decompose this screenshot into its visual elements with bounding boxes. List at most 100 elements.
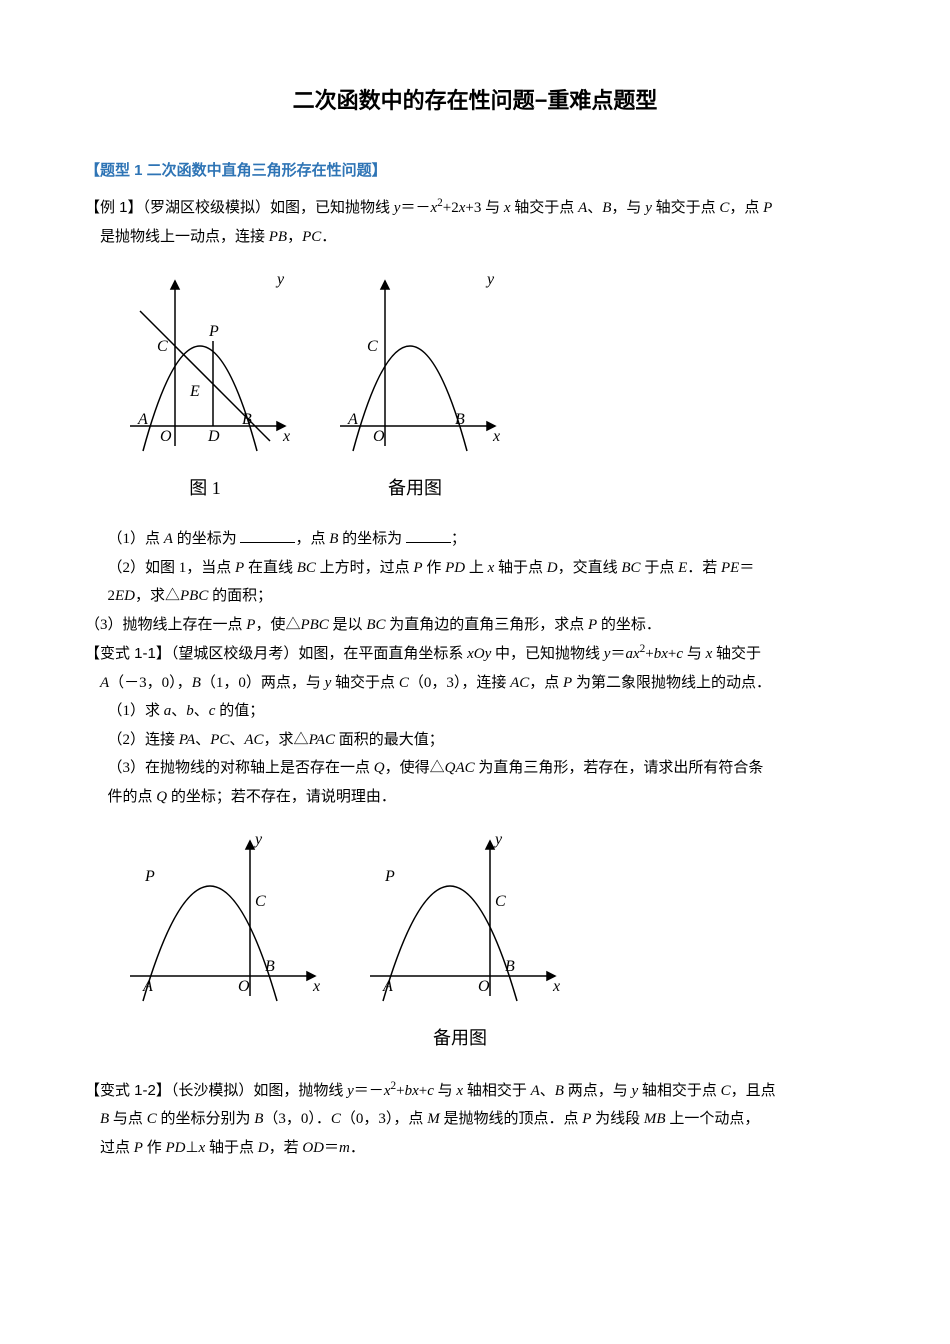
- ex1-q2-P2: P: [413, 560, 422, 576]
- ex1-q3-pre: （3）抛物线上存在一点: [85, 617, 246, 633]
- v11-p3: +: [645, 646, 653, 662]
- v12-l3p2: 作: [143, 1140, 166, 1156]
- v11-P: P: [563, 675, 572, 691]
- svg-text:A: A: [347, 411, 358, 428]
- ex1-q1-B: B: [329, 531, 338, 547]
- v12-bx: bx: [405, 1083, 419, 1099]
- v11-C: C: [399, 675, 409, 691]
- ex1-C: C: [719, 200, 729, 216]
- ex1-q2-p2: 上方时，过点: [316, 560, 414, 576]
- v11-q1-p1: 、: [171, 703, 186, 719]
- figure-row-1: y x O A B C P E D 图 1 y x: [115, 266, 865, 505]
- v11-q3l2-p1: 件的点: [108, 789, 157, 805]
- ex1-P: P: [763, 200, 772, 216]
- v11-q3: （3）在抛物线的对称轴上是否存在一点 Q，使得△QAC 为直角三角形，若存在，请…: [108, 754, 866, 783]
- ex1-q1-m2: ，点: [295, 531, 329, 547]
- v11-q2-pre: （2）连接: [108, 732, 179, 748]
- v11-l2p6: 为第二象限抛物线上的动点．: [572, 675, 771, 691]
- v12-l2p1: 与点: [109, 1111, 147, 1127]
- v11-q3-pre: （3）在抛物线的对称轴上是否存在一点: [108, 760, 374, 776]
- v12-l2-MB: MB: [644, 1111, 666, 1127]
- svg-text:C: C: [495, 893, 506, 910]
- svg-text:P: P: [208, 323, 219, 340]
- svg-text:C: C: [157, 338, 168, 355]
- variant-1-2: 【变式 1-2】（长沙模拟）如图，抛物线 y＝－x2+bx+c 与 x 轴相交于…: [85, 1076, 865, 1106]
- v12-l2p4: （0，3），点: [341, 1111, 427, 1127]
- ex1-q3-p2: 是以: [329, 617, 367, 633]
- ex1-q2-D: D: [547, 560, 558, 576]
- figure-2: y x O A B C 备用图: [325, 266, 505, 505]
- v11-q1-p3: 的值；: [215, 703, 264, 719]
- v12-l3-PD: PD: [165, 1140, 185, 1156]
- svg-text:x: x: [552, 978, 560, 995]
- example-1-line2: 是抛物线上一动点，连接 PB，PC．: [85, 223, 865, 252]
- v12-B: B: [555, 1083, 564, 1099]
- v12-l3-m: m: [339, 1140, 350, 1156]
- ex1-p6: ，与: [611, 200, 645, 216]
- ex1-q2l2-PBC: PBC: [180, 588, 208, 604]
- ex1-q3-p3: 为直角边的直角三角形，求点: [385, 617, 588, 633]
- ex1-q3: （3）抛物线上存在一点 P，使△PBC 是以 BC 为直角边的直角三角形，求点 …: [85, 611, 865, 640]
- svg-text:B: B: [505, 958, 515, 975]
- figure-3-svg: y x O A B C P: [115, 826, 325, 1016]
- ex1-q2-p5: 轴于点: [494, 560, 547, 576]
- v12-l3-OD: OD: [302, 1140, 324, 1156]
- v12-l2-M: M: [427, 1111, 440, 1127]
- v11-q2-AC: AC: [244, 732, 263, 748]
- v12-C: C: [721, 1083, 731, 1099]
- ex1-q1-m3: 的坐标为: [338, 531, 406, 547]
- ex1-PC: PC: [302, 229, 321, 245]
- ex1-q1-end: ；: [451, 531, 466, 547]
- v11-p5: 与: [683, 646, 706, 662]
- ex1-q2l2-p2: ，求△: [135, 588, 180, 604]
- v11-xOy: xOy: [467, 646, 491, 662]
- figure-3: y x O A B C P: [115, 826, 325, 1055]
- v11-label: 【变式 1-1】: [85, 645, 171, 662]
- ex1-q3-p1: ，使△: [255, 617, 300, 633]
- v12-A: A: [531, 1083, 540, 1099]
- v11-q2: （2）连接 PA、PC、AC，求△PAC 面积的最大值；: [108, 726, 866, 755]
- v12-label: 【变式 1-2】: [85, 1082, 171, 1099]
- svg-text:y: y: [275, 271, 285, 288]
- svg-text:O: O: [160, 428, 172, 445]
- ex1-q2-PD: PD: [445, 560, 465, 576]
- figure-1: y x O A B C P E D 图 1: [115, 266, 295, 505]
- svg-text:E: E: [189, 383, 200, 400]
- v11-q1-b: b: [186, 703, 194, 719]
- v11-q2-p2: 、: [229, 732, 244, 748]
- v11-AC: AC: [510, 675, 529, 691]
- v12-p4: 与: [434, 1083, 457, 1099]
- figure-4-svg: y x O A B C P: [355, 826, 565, 1016]
- v12-p8: 轴相交于点: [638, 1083, 721, 1099]
- example-1: 【例 1】（罗湖区校级模拟）如图，已知抛物线 y＝－x2+2x+3 与 x 轴交…: [85, 193, 865, 223]
- v12-l2p5: 是抛物线的顶点．点: [440, 1111, 583, 1127]
- svg-text:x: x: [282, 428, 290, 445]
- svg-text:D: D: [207, 428, 220, 445]
- svg-text:y: y: [485, 271, 495, 288]
- v11-src: （望城区校级月考）如图，在平面直角坐标系: [171, 646, 467, 662]
- v12-line2: B 与点 C 的坐标分别为 B（3，0）．C（0，3），点 M 是抛物线的顶点．…: [85, 1105, 865, 1134]
- v11-A: A: [100, 675, 109, 691]
- v11-q1: （1）求 a、b、c 的值；: [108, 697, 866, 726]
- ex1-q2-p4: 上: [465, 560, 488, 576]
- v11-l2p4: （0，3），连接: [409, 675, 510, 691]
- v12-l2-B: B: [100, 1111, 109, 1127]
- variant-1-1: 【变式 1-1】（望城区校级月考）如图，在平面直角坐标系 xOy 中，已知抛物线…: [85, 639, 865, 669]
- svg-text:y: y: [253, 831, 263, 848]
- ex1-q2-pre: （2）如图 1，当点: [108, 560, 236, 576]
- ex1-p3: +3 与: [465, 200, 503, 216]
- ex1-q2-P: P: [235, 560, 244, 576]
- v12-l3p6: ＝: [324, 1140, 339, 1156]
- ex1-l2p3: ．: [321, 229, 336, 245]
- v11-bx: bx: [654, 646, 668, 662]
- v12-l2p7: 上一个动点，: [666, 1111, 760, 1127]
- figure-2-caption: 备用图: [388, 471, 442, 505]
- svg-text:x: x: [492, 428, 500, 445]
- v12-l2-C: C: [147, 1111, 157, 1127]
- v12-l3p4: 轴于点: [205, 1140, 258, 1156]
- ex1-p7: 轴交于点: [652, 200, 720, 216]
- example-1-label: 【例 1】: [85, 199, 143, 216]
- v12-y: y: [347, 1083, 354, 1099]
- v12-p7: 两点，与: [564, 1083, 632, 1099]
- v12-p1: ＝－: [354, 1083, 384, 1099]
